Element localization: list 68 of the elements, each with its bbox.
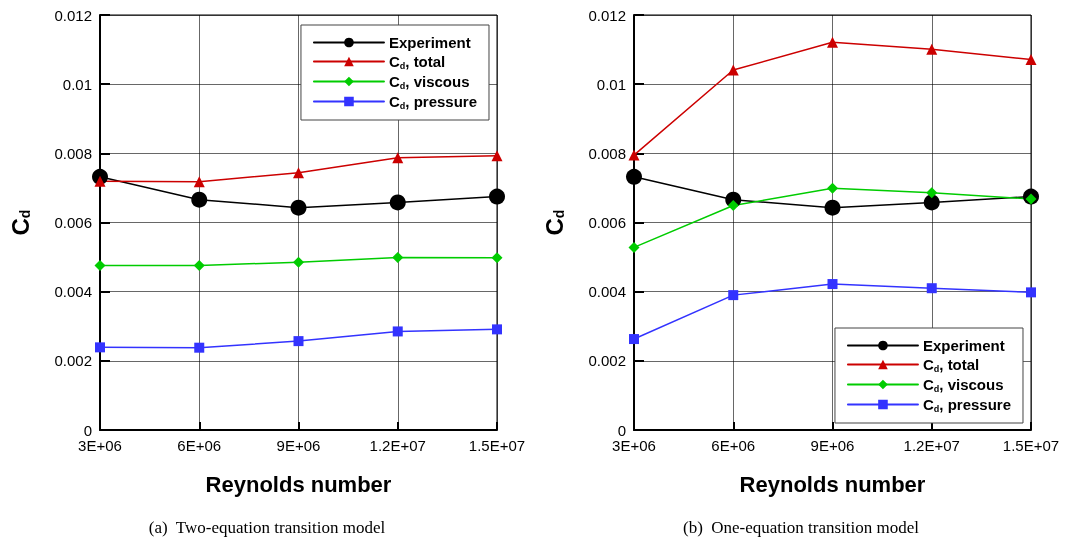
point	[489, 188, 505, 205]
y-tick-label: 0.008	[54, 144, 92, 162]
y-tick-label: 0	[617, 421, 626, 439]
point	[392, 326, 403, 337]
point	[491, 150, 503, 162]
legend-label: Experiment	[922, 337, 1005, 354]
point	[293, 167, 304, 179]
point	[94, 259, 106, 271]
y-tick-label: 0.008	[588, 144, 626, 162]
x-tick-label: 1.5E+07	[468, 437, 526, 454]
x-tick-label: 9E+06	[810, 437, 855, 454]
point	[926, 43, 938, 55]
point	[1025, 54, 1037, 66]
point	[492, 324, 502, 335]
legend-label: Experiment	[388, 34, 471, 51]
x-tick-label: 3E+06	[612, 437, 656, 454]
point	[95, 342, 105, 353]
text: (b) One-equation transition model	[682, 518, 920, 537]
point	[827, 182, 838, 194]
x-tick-label: 1.2E+07	[903, 437, 960, 454]
x-axis-title: Reynolds number	[739, 471, 926, 497]
y-tick-label: 0.006	[588, 214, 626, 231]
point	[923, 194, 940, 211]
point	[293, 256, 304, 268]
x-tick-label: 6E+06	[177, 437, 222, 454]
point	[727, 200, 739, 212]
point	[193, 259, 205, 271]
point	[827, 36, 838, 48]
x-tick-label: 3E+06	[78, 437, 122, 454]
x-tick-label: 1.5E+07	[1002, 437, 1060, 454]
y-tick-label: 0.01	[596, 75, 626, 93]
point	[392, 152, 404, 164]
y-tick-label: 0.012	[54, 6, 92, 24]
point	[628, 241, 640, 253]
y-tick-label: 0.002	[54, 352, 92, 370]
point	[194, 342, 205, 353]
y-tick-label: 0	[83, 421, 92, 439]
y-tick-label: 0.004	[54, 283, 92, 301]
y-tick-label: 0.004	[588, 283, 626, 301]
point	[926, 187, 938, 199]
point	[392, 251, 404, 263]
x-tick-label: 6E+06	[711, 437, 756, 454]
point	[290, 199, 307, 216]
y-axis-title: Cd	[540, 209, 568, 236]
point	[926, 283, 937, 294]
point	[827, 279, 838, 290]
point	[293, 336, 304, 347]
point	[389, 194, 406, 211]
point	[626, 168, 642, 185]
point	[727, 64, 739, 76]
point	[491, 252, 503, 264]
text: (a) Two-equation transition model	[148, 518, 386, 537]
point	[728, 290, 739, 301]
y-tick-label: 0.012	[588, 6, 626, 24]
x-tick-label: 1.2E+07	[369, 437, 426, 454]
y-tick-label: 0.01	[62, 75, 92, 93]
y-tick-label: 0.006	[54, 214, 92, 231]
point	[1026, 287, 1036, 298]
y-tick-label: 0.002	[588, 352, 626, 370]
point	[191, 191, 208, 208]
point	[193, 176, 205, 188]
point	[629, 334, 639, 345]
point	[628, 149, 640, 161]
y-axis-title: Cd	[6, 209, 34, 236]
point	[94, 175, 106, 187]
point	[824, 199, 841, 216]
x-tick-label: 9E+06	[276, 437, 321, 454]
x-axis-title: Reynolds number	[205, 471, 392, 497]
